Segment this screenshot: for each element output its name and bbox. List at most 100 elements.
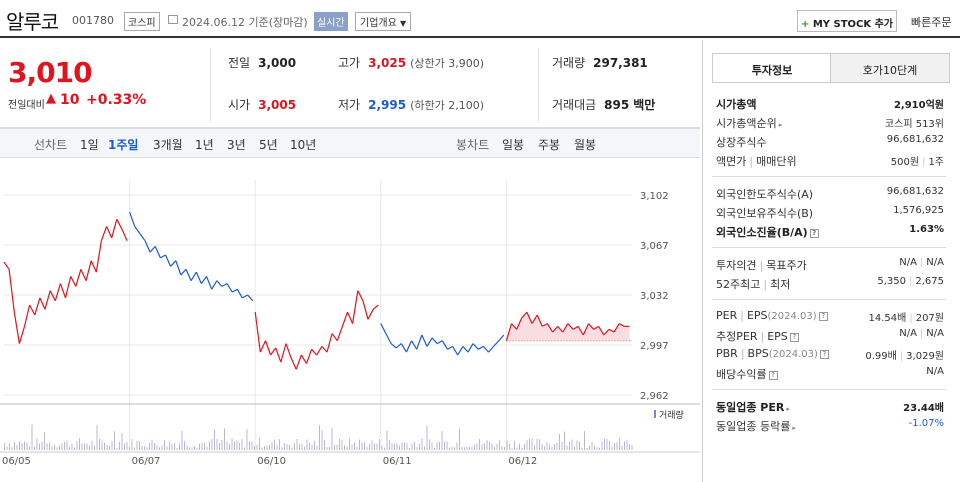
volume-bar — [424, 446, 425, 450]
volume-bar — [254, 446, 255, 450]
series-segment-06/11 — [493, 340, 500, 347]
volume-bar — [439, 441, 440, 450]
stock-name: 알루코 — [6, 10, 59, 34]
volume-legend-swatch — [654, 410, 656, 418]
foreign-ratio-label-wrap: 외국인소진율(B/A)? — [716, 224, 819, 240]
tab-1w[interactable]: 1주일 — [108, 138, 139, 152]
series-segment-06/10 — [254, 312, 261, 353]
volume: 거래량 297,381 — [552, 54, 648, 71]
volume-bar — [396, 443, 398, 450]
series-segment-06/07 — [160, 254, 166, 259]
per-period: (2024.03) — [767, 311, 817, 322]
volume-bar — [164, 440, 165, 450]
volume-bar — [629, 444, 630, 450]
volume-bar — [451, 446, 453, 450]
series-segment-06/10 — [362, 300, 369, 320]
volume-bar — [416, 447, 418, 450]
series-segment-06/12 — [511, 323, 518, 330]
volume-bar — [371, 440, 373, 450]
change-percent: +0.33% — [86, 92, 147, 108]
series-segment-06/07 — [236, 288, 243, 299]
tab-1y[interactable]: 1년 — [195, 138, 214, 152]
volume-bar — [229, 443, 230, 450]
volume-bar — [96, 425, 98, 450]
help-icon[interactable]: ? — [818, 311, 828, 321]
chevron-down-icon: ▼ — [400, 19, 407, 28]
volume-bar — [46, 443, 48, 450]
peer-per-label-wrap[interactable]: 동일업종 PER ▸ — [716, 399, 790, 415]
volume-bar — [64, 442, 65, 450]
dividend-value: N/A — [926, 366, 944, 377]
upper-limit: (상한가 3,900) — [410, 57, 484, 70]
series-segment-06/05 — [75, 269, 82, 287]
series-segment-06/07 — [195, 271, 202, 284]
series-segment-06/11 — [380, 323, 387, 334]
volume-bar — [544, 446, 545, 450]
x-tick-label: 06/10 — [257, 456, 286, 467]
tab-invest-info[interactable]: 투자정보 — [712, 53, 832, 83]
peer-rate-label-wrap[interactable]: 동일업종 등락률 ▸ — [716, 418, 796, 434]
help-icon[interactable]: ? — [819, 349, 829, 359]
chart-tabs: 선차트 1일 1주일 3개월 1년 3년 5년 10년 봉차트 일봉 주봉 월봉 — [0, 128, 700, 158]
tab-daily[interactable]: 일봉 — [502, 138, 525, 152]
tab-3m[interactable]: 3개월 — [153, 138, 183, 152]
tab-weekly[interactable]: 주봉 — [538, 138, 561, 152]
volume-bar — [496, 443, 498, 450]
tab-orderbook[interactable]: 호가10단계 — [830, 53, 950, 83]
series-segment-06/10 — [259, 340, 267, 353]
divider — [210, 48, 211, 122]
company-info-button[interactable]: 기업개요 ▼ — [355, 12, 412, 31]
volume-bar — [204, 442, 205, 450]
volume-bar — [324, 440, 325, 450]
series-segment-06/07 — [185, 269, 192, 281]
change-amount: 10 — [60, 92, 80, 108]
volume-bar — [166, 446, 168, 450]
volume-bar — [56, 447, 58, 450]
x-tick-label: 06/05 — [2, 456, 31, 467]
help-icon[interactable]: ? — [809, 228, 819, 238]
volume-bar — [504, 447, 505, 450]
volume-bar — [199, 443, 200, 450]
volume-bar — [621, 445, 623, 450]
divider — [712, 247, 946, 248]
tab-monthly[interactable]: 월봉 — [574, 138, 597, 152]
volume-bar — [239, 443, 240, 450]
tab-10y[interactable]: 10년 — [290, 138, 317, 152]
series-segment-06/12 — [618, 323, 625, 327]
volume-bar — [604, 438, 605, 450]
volume-bar — [351, 444, 353, 450]
tab-5y[interactable]: 5년 — [259, 138, 278, 152]
y-tick-label: 3,102 — [640, 191, 669, 202]
volume-bar — [584, 431, 585, 450]
volume-bar — [436, 441, 438, 450]
volume-bar — [341, 440, 343, 450]
cap-rank-label-wrap[interactable]: 시가총액순위 ▸ — [716, 115, 782, 131]
series-segment-06/07 — [247, 294, 254, 302]
volume-bar — [216, 439, 218, 450]
volume-bar — [386, 430, 388, 450]
tab-1d[interactable]: 1일 — [80, 138, 99, 152]
volume-bar — [294, 443, 295, 450]
mystock-add-button[interactable]: + MY STOCK 추가 — [797, 10, 897, 32]
volume-bar — [616, 442, 618, 450]
series-segment-06/07 — [221, 283, 228, 287]
series-segment-06/10 — [280, 343, 287, 363]
help-icon[interactable]: ? — [789, 332, 799, 342]
est-eps-value: N/A — [926, 328, 944, 339]
tab-3y[interactable]: 3년 — [227, 138, 246, 152]
realtime-button[interactable]: 실시간 — [314, 12, 348, 31]
volume-bar — [26, 442, 28, 450]
help-icon[interactable]: ? — [768, 370, 778, 380]
quick-order-link[interactable]: 빠른주문 — [911, 16, 952, 29]
series-segment-06/05 — [59, 283, 67, 299]
volume-bar — [201, 442, 203, 450]
peer-per-label: 동일업종 PER — [716, 401, 785, 414]
series-segment-06/07 — [242, 294, 248, 299]
volume-bar — [529, 438, 530, 450]
volume-bar — [99, 438, 100, 450]
volume-bar — [194, 446, 195, 450]
volume-bar — [419, 443, 420, 450]
series-segment-06/12 — [526, 311, 533, 324]
volume-bar — [406, 443, 408, 450]
volume-bar — [514, 440, 515, 450]
